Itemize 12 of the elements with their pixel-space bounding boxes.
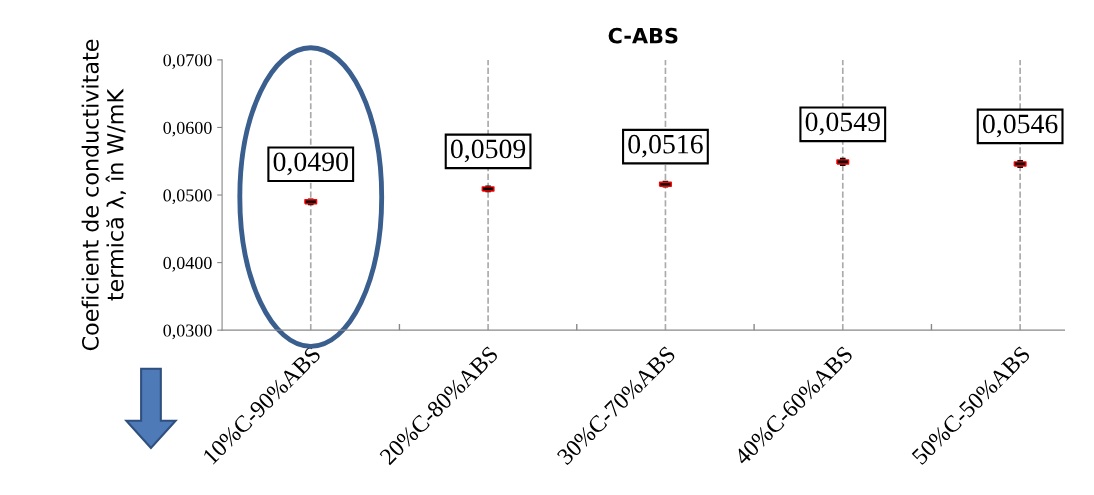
data-label: 0,0516 — [628, 134, 703, 158]
y-tick-label: 0,0500 — [163, 189, 212, 205]
y-tick-label: 0,0400 — [163, 256, 212, 272]
y-tick-label: 0,0300 — [163, 324, 212, 340]
chart-title: C-ABS — [608, 27, 678, 44]
data-label: 0,0509 — [450, 139, 526, 163]
y-axis-title: Coeficient de conductivitate termică λ, în W/mK — [81, 39, 126, 351]
y-tick-label: 0,0600 — [163, 121, 212, 137]
data-label: 0,0490 — [273, 152, 348, 176]
data-label: 0,0549 — [805, 112, 880, 136]
y-tick-label: 0,0700 — [163, 54, 212, 69]
data-label: 0,0546 — [982, 114, 1058, 138]
